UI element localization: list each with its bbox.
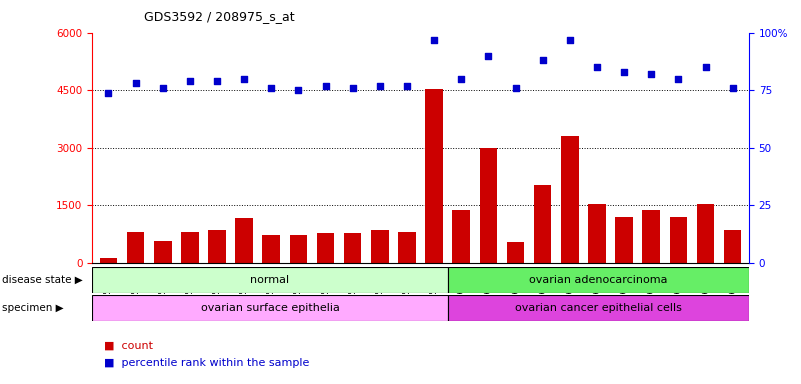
Point [400,83,413,89]
Text: ovarian surface epithelia: ovarian surface epithelia [200,303,340,313]
Text: ■  count: ■ count [104,341,153,351]
Bar [533,185,551,263]
Point [183,78,196,84]
Point [156,85,169,91]
Bar [670,217,687,263]
Point [727,85,739,91]
Point [265,85,278,91]
Bar [724,230,742,263]
Bar [642,210,660,263]
Bar [371,230,388,263]
Bar [615,217,633,263]
Point [563,36,576,43]
Text: disease state ▶: disease state ▶ [2,275,83,285]
Bar [181,232,199,263]
Point [536,57,549,63]
Point [618,69,630,75]
Bar [92,267,448,293]
Point [482,53,495,59]
Point [319,83,332,89]
Bar [263,235,280,263]
Point [373,83,386,89]
Text: GDS3592 / 208975_s_at: GDS3592 / 208975_s_at [144,10,295,23]
Point [211,78,223,84]
Bar [235,218,253,263]
Bar [92,295,448,321]
Point [455,76,468,82]
Text: ■  percentile rank within the sample: ■ percentile rank within the sample [104,358,309,368]
Point [672,76,685,82]
Bar [448,295,749,321]
Bar [290,235,308,263]
Point [238,76,251,82]
Bar [588,204,606,263]
Bar [316,233,334,263]
Point [346,85,359,91]
Bar [453,210,470,263]
Point [102,89,115,96]
Point [129,80,142,86]
Text: specimen ▶: specimen ▶ [2,303,63,313]
Bar [448,267,749,293]
Point [292,87,305,93]
Bar [697,204,714,263]
Text: ovarian cancer epithelial cells: ovarian cancer epithelial cells [515,303,682,313]
Bar [344,233,361,263]
Bar [561,136,578,263]
Bar [127,232,144,263]
Bar [398,232,416,263]
Bar [480,148,497,263]
Bar [507,242,525,263]
Bar [425,89,443,263]
Point [699,64,712,70]
Point [509,85,522,91]
Text: ovarian adenocarcinoma: ovarian adenocarcinoma [529,275,668,285]
Point [590,64,603,70]
Bar [154,241,171,263]
Point [645,71,658,77]
Point [428,36,441,43]
Text: normal: normal [251,275,290,285]
Bar [99,258,117,263]
Bar [208,230,226,263]
